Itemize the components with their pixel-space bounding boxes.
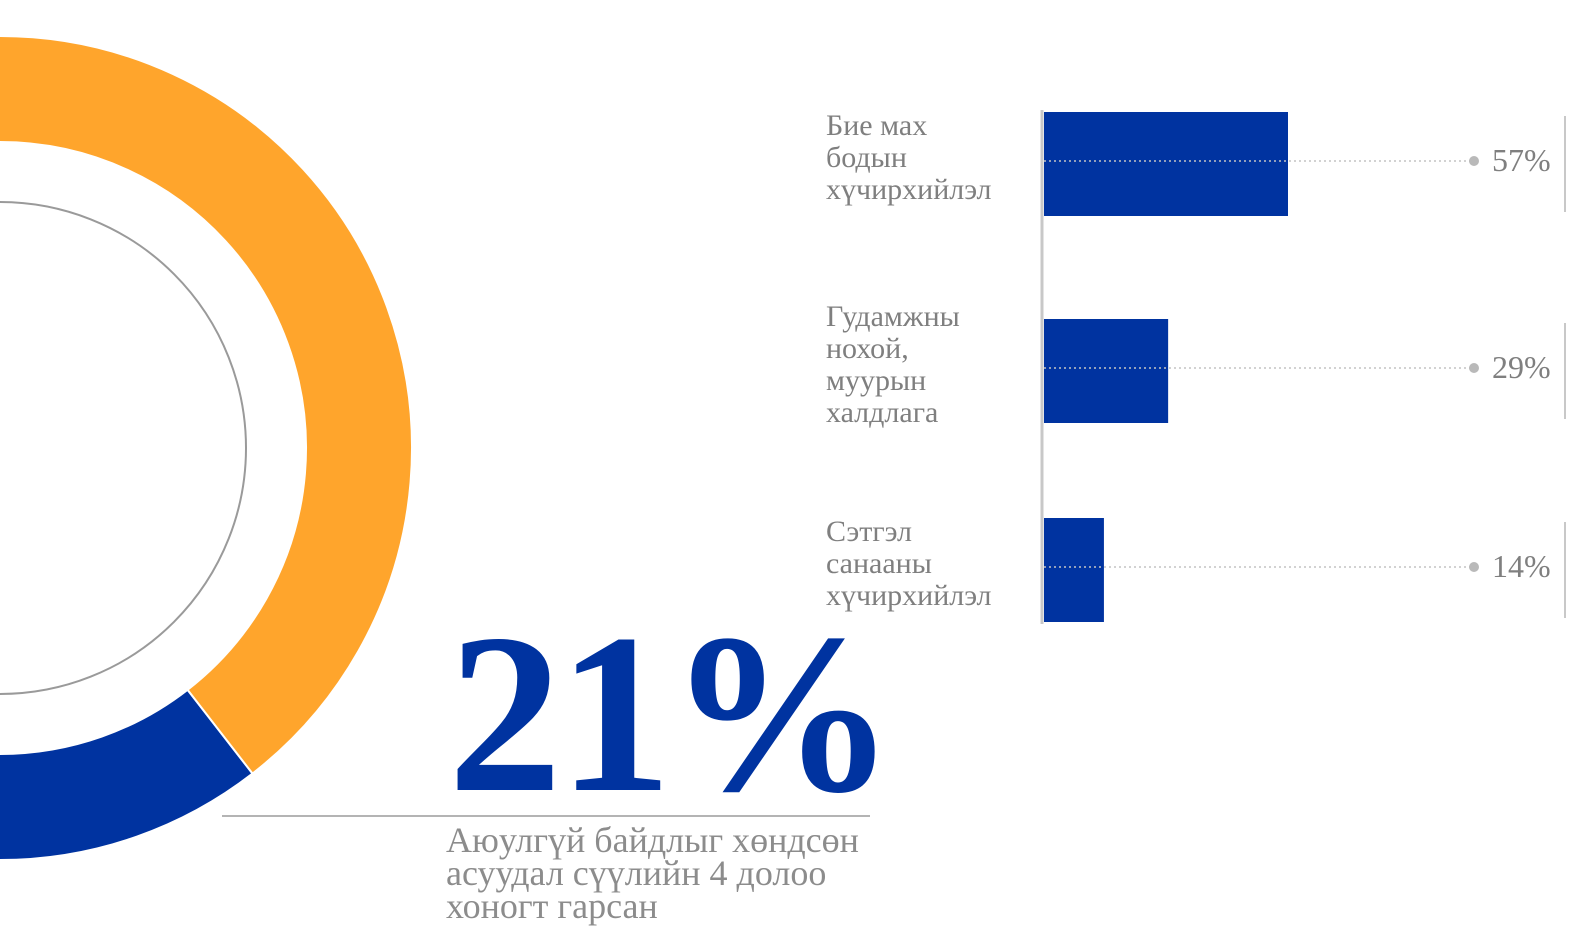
donut-caption: Аюулгүй байдлыг хөндсөн асуудал сүүлийн …: [446, 820, 859, 926]
donut-center-value: 21%: [448, 588, 896, 840]
category-label-line: муурын: [826, 364, 927, 397]
category-label-line: хүчирхийлэл: [826, 173, 992, 206]
category-label-1: Гудамжны нохой, муурын халдлага: [826, 301, 1026, 429]
bar-chart: [1040, 110, 1566, 624]
category-label-line: Сэтгэл: [826, 515, 912, 548]
category-label-line: нохой,: [826, 332, 909, 365]
leader-dot-1: [1469, 363, 1479, 373]
leader-dot-2: [1469, 562, 1479, 572]
donut-slice-0: [0, 688, 254, 861]
bar-2: [1044, 518, 1104, 622]
category-label-line: санааны: [826, 547, 932, 580]
value-label-2: 14%: [1492, 548, 1551, 584]
value-label-0: 57%: [1492, 142, 1551, 178]
category-label-0: Бие мах бодын хүчирхийлэл: [826, 110, 1026, 206]
category-label-line: хүчирхийлэл: [826, 579, 992, 612]
donut-slice-1: [0, 35, 413, 775]
category-label-2: Сэтгэл санааны хүчирхийлэл: [826, 516, 1026, 612]
category-label-line: бодын: [826, 141, 907, 174]
donut-chart: [0, 35, 413, 861]
category-label-line: Бие мах: [826, 109, 928, 142]
category-label-line: Гудамжны: [826, 300, 960, 333]
category-label-line: халдлага: [826, 396, 939, 429]
donut-inner-ring: [0, 201, 247, 695]
bar-1: [1044, 319, 1169, 423]
bar-0: [1044, 112, 1288, 216]
leader-dot-0: [1469, 156, 1479, 166]
value-label-1: 29%: [1492, 349, 1551, 385]
